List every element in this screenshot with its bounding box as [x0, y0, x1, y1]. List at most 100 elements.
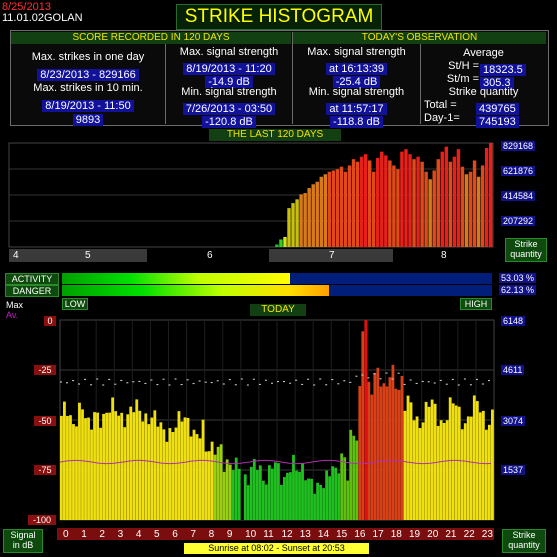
last120-bar — [404, 149, 408, 247]
today-bar — [379, 386, 383, 520]
today-bar — [126, 414, 130, 520]
today-chart — [59, 319, 495, 521]
last120-bar — [428, 179, 432, 247]
today-bar — [225, 459, 229, 520]
divider — [420, 44, 421, 124]
signal-axis-label: Signal in dB — [3, 529, 43, 553]
last120-bar — [468, 171, 473, 247]
today-bar — [213, 454, 217, 520]
min-signal-value: -120.8 dB — [202, 116, 256, 128]
today-bar — [472, 395, 476, 520]
today-bar — [120, 412, 124, 520]
today-bar — [177, 411, 181, 520]
hour-label: 5 — [154, 529, 160, 540]
strike-quantity-label: Strike quantity — [448, 86, 519, 98]
hour-label: 6 — [172, 529, 178, 540]
average-label: Average — [463, 47, 504, 59]
last120-bar — [444, 146, 449, 247]
danger-label: DANGER — [5, 285, 59, 297]
today-bar — [87, 417, 90, 520]
db-tick-75: -75 — [34, 465, 56, 475]
today-title: TODAY — [250, 304, 306, 316]
last120-bar — [452, 156, 457, 247]
stm-value: 305.3 — [480, 77, 514, 89]
danger-meter-fill — [62, 285, 330, 296]
today-bar — [123, 427, 127, 520]
last120-bar — [311, 184, 315, 247]
last120-bar — [359, 156, 364, 247]
today-bar — [343, 457, 347, 520]
today-bar — [168, 428, 172, 520]
today-bar — [72, 424, 75, 520]
last120-bar — [295, 199, 299, 247]
db-tick-25: -25 — [34, 365, 56, 375]
today-bar — [400, 375, 404, 520]
today-bar — [466, 416, 470, 520]
today-bar — [361, 331, 365, 520]
last120-bar — [372, 171, 376, 247]
today-max-signal-time: at 16:13:39 — [325, 63, 388, 75]
last120-ytick-3: 207292 — [501, 216, 536, 226]
last120-bar — [476, 176, 481, 247]
sun-times: Sunrise at 08:02 - Sunset at 20:53 — [184, 543, 369, 554]
today-bar — [328, 476, 332, 520]
today-bar — [273, 462, 277, 520]
max-signal-label: Max. signal strength — [179, 46, 279, 58]
today-bar — [237, 468, 241, 520]
sth-value: 18323.5 — [480, 64, 526, 76]
last120-bar — [335, 169, 340, 247]
today-bar — [162, 429, 166, 520]
today-bar — [129, 406, 133, 520]
last120-bar — [436, 159, 440, 247]
today-bar — [364, 320, 368, 520]
hour-label: 16 — [354, 529, 366, 540]
last120-bar — [480, 165, 485, 247]
last120-bar — [440, 151, 444, 247]
today-bar — [418, 428, 422, 520]
hour-label: 17 — [372, 529, 384, 540]
hour-label: 3 — [117, 529, 124, 540]
last120-bar — [396, 169, 400, 247]
today-bar — [463, 423, 467, 520]
hour-label: 21 — [445, 529, 457, 540]
today-bar — [99, 427, 102, 520]
hour-label: 10 — [245, 529, 257, 540]
today-bar — [283, 477, 286, 520]
db-tick-100: -100 — [28, 515, 56, 525]
today-bar — [183, 417, 187, 520]
divider — [165, 44, 166, 124]
last120-ytick-1: 621876 — [501, 166, 536, 176]
today-bar — [430, 399, 434, 520]
last120-bar — [283, 236, 287, 247]
q-tick-2: 3074 — [501, 416, 526, 426]
max-10min-date: 8/19/2013 - 11:50 — [42, 100, 134, 112]
hour-label: 19 — [408, 529, 421, 540]
today-bar — [108, 412, 112, 520]
last120-bar — [460, 166, 465, 247]
today-bar — [304, 480, 307, 520]
today-bar — [310, 478, 313, 520]
today-bar — [490, 409, 494, 520]
high-label: HIGH — [460, 298, 492, 310]
danger-meter — [62, 285, 492, 296]
hour-label: 7 — [190, 529, 197, 540]
last120-title: THE LAST 120 DAYS — [209, 129, 341, 141]
today-bar — [150, 417, 154, 520]
last120-bar — [323, 174, 328, 247]
hour-label: 12 — [281, 529, 293, 540]
hour-label: 20 — [427, 529, 439, 540]
hour-label: 13 — [299, 529, 311, 540]
min-signal-date: 7/26/2013 - 03:50 — [182, 103, 276, 115]
today-bar — [451, 403, 455, 520]
today-bar — [252, 459, 256, 520]
today-bar — [442, 422, 446, 520]
activity-meter-fill — [62, 273, 291, 284]
db-tick-50: -50 — [34, 416, 56, 426]
today-bar — [93, 412, 96, 520]
today-bar — [454, 405, 458, 520]
today-bar — [240, 475, 244, 520]
today-bar — [331, 466, 335, 520]
stm-label: St/m = — [446, 73, 479, 85]
today-bar — [114, 411, 118, 520]
last120-bar — [299, 194, 303, 247]
